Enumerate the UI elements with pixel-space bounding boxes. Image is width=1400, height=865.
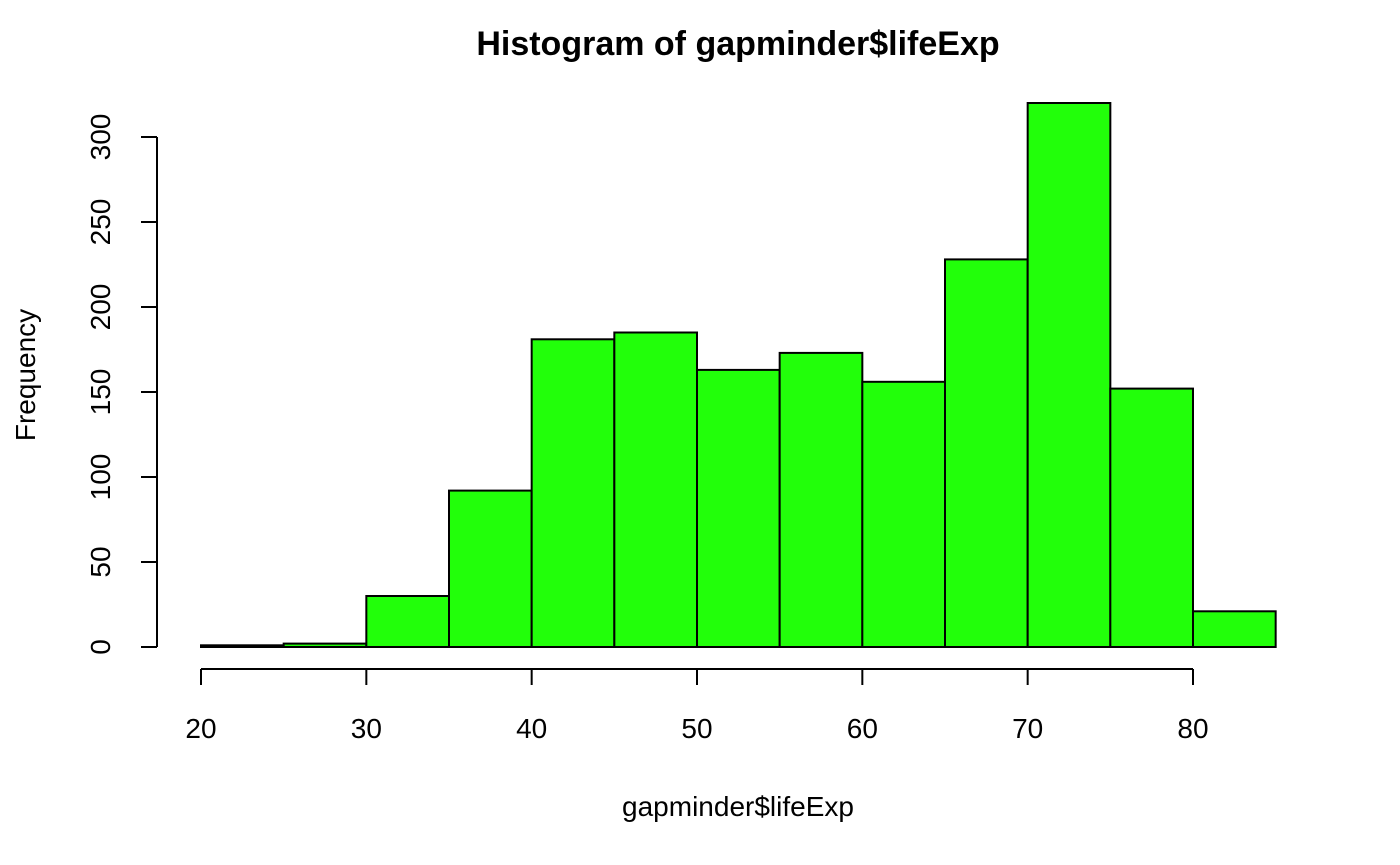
x-axis: 20 30 40 50 60 70 80: [185, 668, 1209, 744]
histogram-bar: [613, 331, 698, 648]
y-tick-label: 150: [85, 369, 116, 416]
x-tick-label: 40: [516, 713, 547, 744]
x-tick-label: 30: [351, 713, 382, 744]
x-tick-label: 60: [847, 713, 878, 744]
histogram-bar: [944, 258, 1029, 648]
histogram-bar: [1026, 102, 1112, 648]
bars-group: [200, 102, 1277, 648]
histogram-bar: [1192, 610, 1277, 648]
y-tick-label: 50: [85, 546, 116, 577]
histogram-bar: [696, 368, 781, 648]
histogram-bar: [861, 380, 946, 648]
histogram-bar: [1109, 387, 1195, 648]
y-tick-label: 200: [85, 284, 116, 331]
y-tick-label: 0: [85, 639, 116, 655]
y-tick-label: 100: [85, 454, 116, 501]
x-tick-label: 20: [185, 713, 216, 744]
x-axis-label: gapminder$lifeExp: [622, 791, 854, 822]
y-tick-label: 300: [85, 114, 116, 161]
histogram-bar: [200, 644, 285, 648]
histogram-bar: [448, 489, 533, 648]
y-axis: 0 50 100 150 200 250 300: [85, 114, 158, 655]
chart-title: Histogram of gapminder$lifeExp: [476, 25, 999, 63]
histogram-bar: [778, 351, 864, 648]
histogram-bar: [282, 642, 368, 648]
histogram-bar: [530, 338, 616, 648]
histogram-bar: [365, 595, 451, 648]
y-tick-label: 250: [85, 199, 116, 246]
x-tick-label: 50: [681, 713, 712, 744]
y-axis-label: Frequency: [10, 309, 41, 441]
x-tick-label: 80: [1177, 713, 1208, 744]
x-tick-label: 70: [1012, 713, 1043, 744]
